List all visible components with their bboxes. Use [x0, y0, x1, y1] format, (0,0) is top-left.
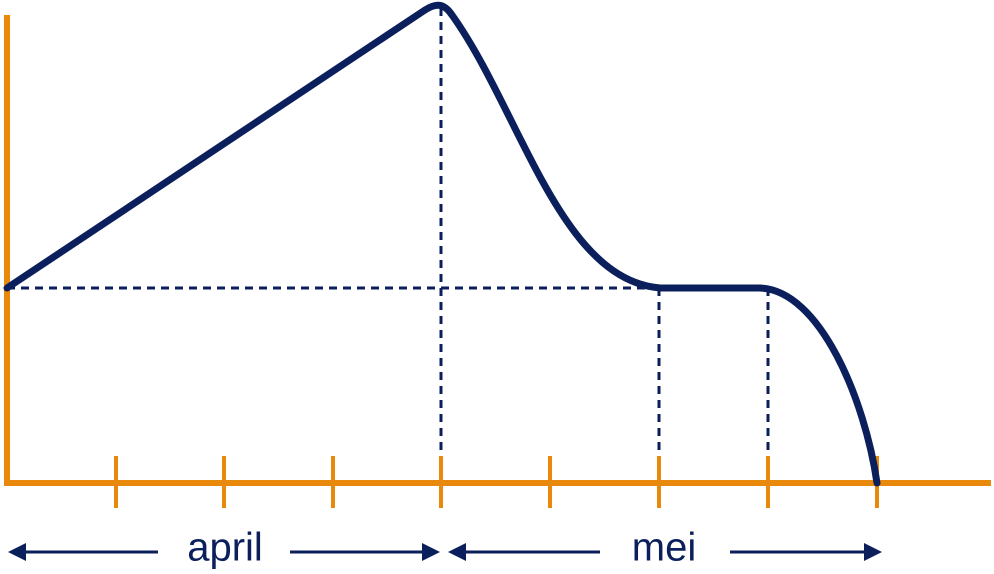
arrow-head: [864, 543, 882, 561]
period-label: april: [187, 526, 263, 570]
ticks: [114, 456, 879, 508]
arrows: [8, 543, 882, 561]
arrow-head: [8, 543, 26, 561]
arrow-head: [448, 543, 466, 561]
period-label: mei: [632, 526, 696, 570]
arrow-head: [422, 543, 440, 561]
axes: [4, 15, 991, 486]
curve: [3, 1, 881, 487]
guide-lines: [7, 8, 770, 483]
